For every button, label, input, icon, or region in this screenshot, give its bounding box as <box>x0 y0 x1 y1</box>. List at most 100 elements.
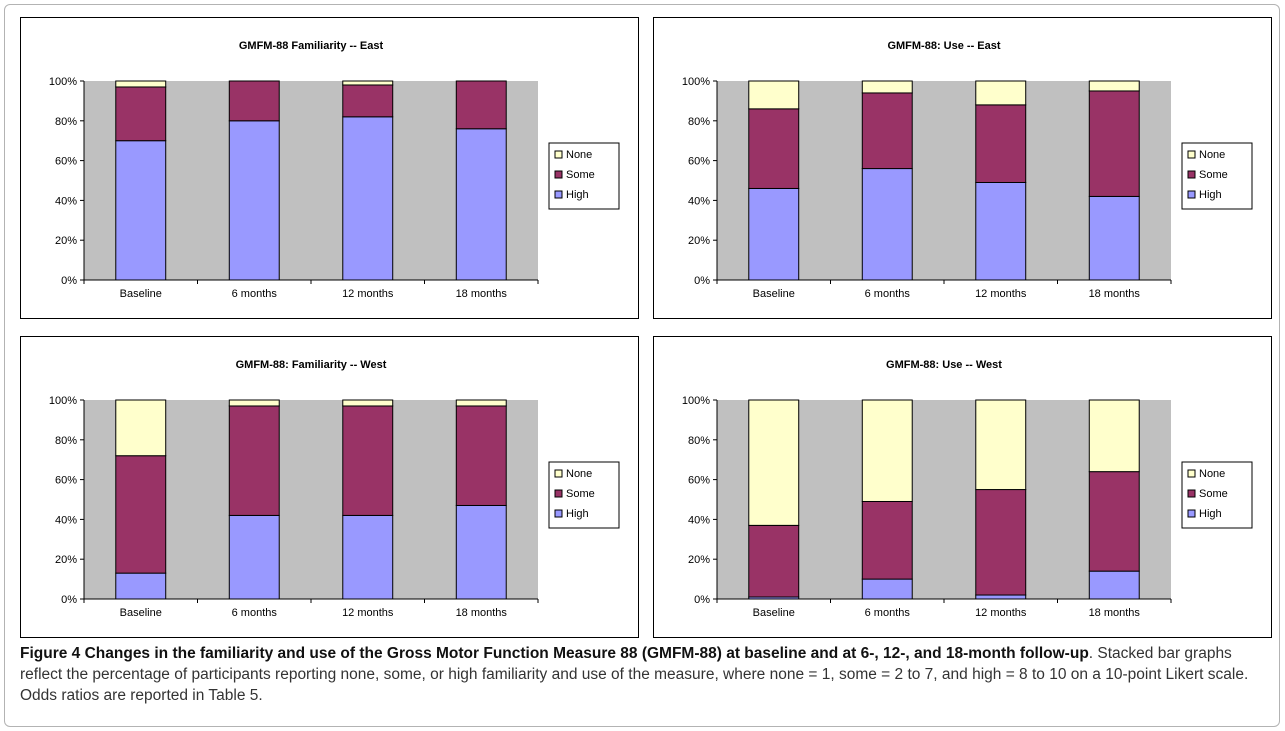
bar-high-12-months <box>975 181 1027 281</box>
y-tick-label: 0% <box>61 594 77 606</box>
y-tick-label: 0% <box>61 275 77 287</box>
chart-title: GMFM-88: Use -- East <box>887 40 1000 52</box>
bar-some-baseline <box>748 108 800 189</box>
bar-some-12-months <box>975 489 1027 596</box>
bar-none-12-months <box>975 80 1027 106</box>
bar-none-18-months <box>1088 399 1140 473</box>
bar-some-6-months <box>861 92 913 170</box>
legend-label-none: None <box>566 468 592 480</box>
bar-none-18-months <box>455 399 507 407</box>
x-tick-label: Baseline <box>120 607 162 619</box>
bar-none-baseline <box>115 80 167 88</box>
y-tick-label: 40% <box>55 195 77 207</box>
legend-label-high: High <box>1199 189 1222 201</box>
chart-panel-familiarity-west: GMFM-88: Familiarity -- West 0% 20% 40% 60% 8… <box>20 336 639 638</box>
x-tick-label: 18 months <box>456 607 508 619</box>
bar-some-18-months <box>455 80 507 130</box>
y-tick-label: 100% <box>49 395 77 407</box>
bar-none-baseline <box>115 399 167 457</box>
bar-high-6-months <box>228 514 280 600</box>
y-tick-label: 40% <box>55 514 77 526</box>
chart-familiarity-west: GMFM-88: Familiarity -- West 0% 20% 40% 60% 8… <box>49 359 620 619</box>
bar-high-baseline <box>115 572 167 600</box>
legend-label-none: None <box>1199 468 1225 480</box>
x-tick-label: 12 months <box>975 607 1027 619</box>
bar-some-18-months <box>1088 90 1140 197</box>
y-tick-label: 100% <box>682 395 710 407</box>
y-tick-label: 20% <box>688 235 710 247</box>
legend-swatch-high <box>554 190 563 199</box>
legend-swatch-high <box>1187 509 1196 518</box>
bar-some-6-months <box>228 405 280 516</box>
x-tick-label: Baseline <box>120 288 162 300</box>
x-tick-label: 18 months <box>456 288 508 300</box>
y-tick-label: 20% <box>55 554 77 566</box>
legend-swatch-none <box>554 469 563 478</box>
x-tick-label: 12 months <box>975 288 1027 300</box>
y-tick-label: 80% <box>55 435 77 447</box>
legend-swatch-some <box>554 170 563 179</box>
bar-none-12-months <box>342 399 394 407</box>
bar-high-6-months <box>861 578 913 600</box>
legend-label-some: Some <box>1199 169 1228 181</box>
chart-title: GMFM-88 Familiarity -- East <box>239 40 384 52</box>
bar-some-6-months <box>861 500 913 580</box>
legend-swatch-some <box>1187 489 1196 498</box>
bar-none-6-months <box>861 80 913 94</box>
bar-high-6-months <box>861 168 913 281</box>
legend-label-high: High <box>566 508 589 520</box>
bar-high-18-months <box>1088 195 1140 281</box>
bar-some-baseline <box>748 524 800 598</box>
y-tick-label: 40% <box>688 514 710 526</box>
y-tick-label: 100% <box>49 76 77 88</box>
legend-label-none: None <box>1199 149 1225 161</box>
y-tick-label: 60% <box>55 475 77 487</box>
chart-title: GMFM-88: Familiarity -- West <box>236 359 387 371</box>
bar-none-6-months <box>228 399 280 407</box>
legend-label-high: High <box>566 189 589 201</box>
y-tick-label: 20% <box>55 235 77 247</box>
x-tick-label: Baseline <box>753 607 795 619</box>
figure-caption: Figure 4 Changes in the familiarity and … <box>20 643 1270 706</box>
y-tick-label: 60% <box>688 156 710 168</box>
bar-none-18-months <box>1088 80 1140 92</box>
bar-some-6-months <box>228 80 280 122</box>
legend-swatch-some <box>554 489 563 498</box>
bar-high-baseline <box>748 187 800 281</box>
y-tick-label: 20% <box>688 554 710 566</box>
bar-high-12-months <box>975 594 1027 600</box>
legend-label-some: Some <box>1199 488 1228 500</box>
bar-some-12-months <box>342 405 394 516</box>
y-tick-label: 100% <box>682 76 710 88</box>
bar-high-12-months <box>342 514 394 600</box>
figure-frame <box>4 4 1280 727</box>
chart-panel-familiarity-east: GMFM-88 Familiarity -- East 0% 20% 40% 60% 80… <box>20 17 639 319</box>
legend-swatch-none <box>1187 469 1196 478</box>
bar-some-12-months <box>342 84 394 118</box>
legend-label-some: Some <box>566 169 595 181</box>
legend-swatch-none <box>554 150 563 159</box>
x-tick-label: 6 months <box>865 607 911 619</box>
y-tick-label: 60% <box>55 156 77 168</box>
chart-use-west: GMFM-88: Use -- West 0% 20% 40% 60% 80% 100% Ba… <box>682 359 1253 619</box>
legend-label-some: Some <box>566 488 595 500</box>
x-tick-label: 18 months <box>1089 288 1141 300</box>
x-tick-label: Baseline <box>753 288 795 300</box>
legend-swatch-none <box>1187 150 1196 159</box>
x-tick-label: 18 months <box>1089 607 1141 619</box>
bar-some-18-months <box>1088 471 1140 572</box>
bar-some-baseline <box>115 455 167 574</box>
bar-none-baseline <box>748 80 800 110</box>
chart-use-east: GMFM-88: Use -- East 0% 20% 40% 60% 80% 100% Ba… <box>682 40 1253 300</box>
bar-high-18-months <box>455 504 507 600</box>
bar-none-12-months <box>975 399 1027 491</box>
legend-swatch-high <box>1187 190 1196 199</box>
legend-swatch-some <box>1187 170 1196 179</box>
x-tick-label: 6 months <box>232 607 278 619</box>
y-tick-label: 0% <box>694 594 710 606</box>
bar-high-18-months <box>1088 570 1140 600</box>
bar-some-18-months <box>455 405 507 506</box>
y-tick-label: 80% <box>55 116 77 128</box>
chart-title: GMFM-88: Use -- West <box>886 359 1002 371</box>
legend-label-none: None <box>566 149 592 161</box>
